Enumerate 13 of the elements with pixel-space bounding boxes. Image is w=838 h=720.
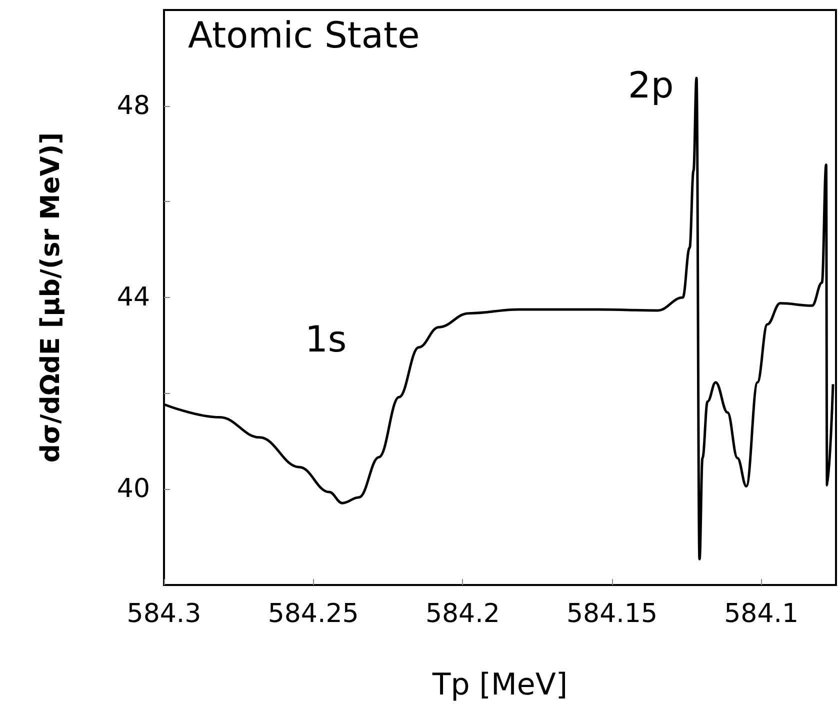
x-axis-title: Tp [MeV] — [431, 668, 568, 702]
annotation: Atomic State — [188, 16, 420, 56]
annotation: 2p — [628, 66, 674, 106]
x-tick-label: 584.2 — [425, 599, 500, 629]
x-tick-label: 584.3 — [126, 599, 202, 629]
y-tick-label: 40 — [116, 474, 150, 504]
y-tick-label: 48 — [116, 90, 150, 121]
x-tick-label: 584.15 — [566, 599, 658, 629]
x-tick-label: 584.25 — [268, 599, 359, 629]
y-axis-title: dσ/dΩdE [μb/(sr MeV)] — [36, 132, 66, 463]
y-tick-label: 44 — [116, 282, 150, 312]
x-tick-label: 584.1 — [724, 599, 799, 629]
annotation: 1s — [305, 320, 347, 360]
